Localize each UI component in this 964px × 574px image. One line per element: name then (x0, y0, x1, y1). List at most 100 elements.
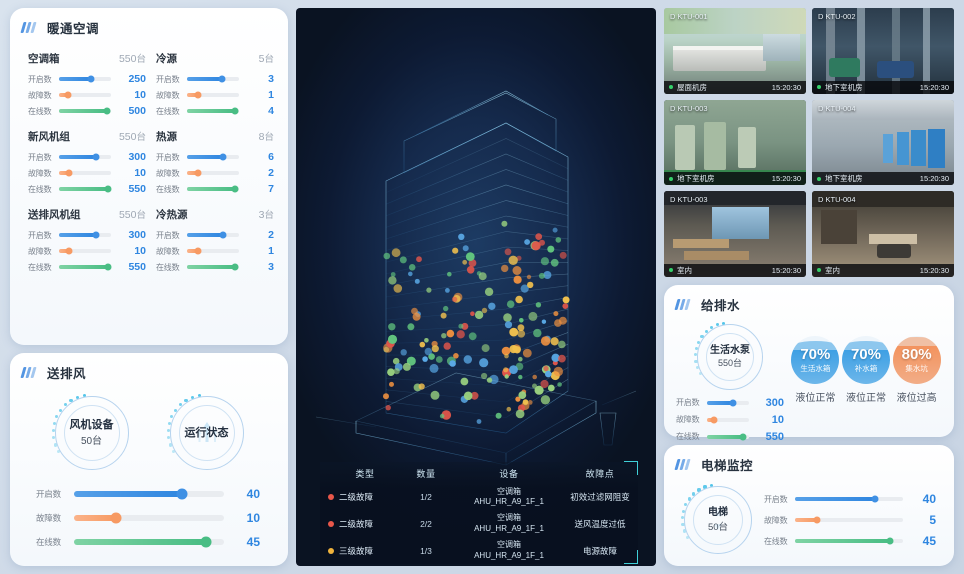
slider-knob[interactable] (66, 248, 73, 255)
slider-track[interactable] (74, 491, 224, 497)
slider-knob[interactable] (177, 489, 188, 500)
slider-knob[interactable] (105, 186, 112, 193)
camera-tile[interactable]: D KTU-003 室内 15:20:30 (664, 191, 806, 277)
slider-knob[interactable] (710, 416, 717, 423)
slider-knob[interactable] (104, 108, 111, 115)
slider-knob[interactable] (220, 154, 227, 161)
alarm-row[interactable]: 二级故障 2/2 空调箱 AHU_HR_A9_1F_1 送风温度过低 (320, 510, 638, 537)
water-tank-gauge[interactable]: 70% 补水箱 液位正常 (842, 336, 890, 404)
slider-knob[interactable] (111, 513, 122, 524)
slider-label: 开启数 (676, 397, 702, 408)
slider-track[interactable] (59, 155, 111, 159)
slider-track[interactable] (59, 171, 111, 175)
camera-tile[interactable]: D KTU-001 屋面机房 15:20:30 (664, 8, 806, 94)
camera-tile[interactable]: D KTU-004 地下室机房 15:20:30 (812, 100, 954, 186)
slider-track[interactable] (59, 77, 111, 81)
slider-track[interactable] (74, 515, 224, 521)
slider-track[interactable] (187, 109, 239, 113)
water-slider[interactable]: 故障数 10 (676, 411, 784, 428)
hvac-online-slider[interactable]: 在线数 7 (156, 181, 274, 197)
slider-knob[interactable] (195, 248, 202, 255)
hvac-on-slider[interactable]: 开启数 2 (156, 227, 274, 243)
water-tank-gauge[interactable]: 80% 集水坑 液位过高 (893, 336, 941, 404)
slider-track[interactable] (795, 497, 903, 501)
ventilation-slider[interactable]: 开启数 40 (36, 482, 260, 506)
slider-knob[interactable] (871, 496, 878, 503)
alarm-row[interactable]: 二级故障 1/2 空调箱 AHU_HR_A9_1F_1 初效过滤网阻变 (320, 484, 638, 511)
slider-knob[interactable] (232, 264, 239, 271)
hvac-online-slider[interactable]: 在线数 550 (28, 181, 146, 197)
slider-knob[interactable] (66, 170, 73, 177)
slider-track[interactable] (59, 265, 111, 269)
slider-track[interactable] (187, 265, 239, 269)
hvac-on-slider[interactable]: 开启数 300 (28, 149, 146, 165)
tank-readout: 80% 集水坑 (893, 336, 941, 384)
slider-knob[interactable] (232, 186, 239, 193)
slider-track[interactable] (707, 418, 749, 422)
hvac-fault-slider[interactable]: 故障数 2 (156, 165, 274, 181)
slider-track[interactable] (707, 401, 749, 405)
slider-track[interactable] (74, 539, 224, 545)
slider-track[interactable] (795, 539, 903, 543)
slider-value: 40 (908, 492, 936, 506)
slider-knob[interactable] (195, 92, 202, 99)
slider-track[interactable] (59, 249, 111, 253)
slider-track[interactable] (795, 518, 903, 522)
water-panel-body: 生活水泵 550台 开启数 300 故障数 10 在线数 550 (676, 322, 942, 445)
slider-knob[interactable] (201, 537, 212, 548)
water-slider[interactable]: 在线数 550 (676, 428, 784, 445)
water-tank-gauge[interactable]: 70% 生活水箱 液位正常 (791, 336, 839, 404)
camera-tile[interactable]: D KTU-004 室内 15:20:30 (812, 191, 954, 277)
slider-track[interactable] (187, 249, 239, 253)
hvac-online-slider[interactable]: 在线数 500 (28, 103, 146, 119)
elevator-slider[interactable]: 开启数 40 (764, 489, 936, 510)
slider-track[interactable] (187, 77, 239, 81)
slider-track[interactable] (187, 187, 239, 191)
hvac-online-slider[interactable]: 在线数 4 (156, 103, 274, 119)
slider-knob[interactable] (220, 232, 227, 239)
slider-track[interactable] (59, 109, 111, 113)
slider-knob[interactable] (231, 108, 238, 115)
slider-knob[interactable] (105, 264, 112, 271)
hvac-on-slider[interactable]: 开启数 3 (156, 71, 274, 87)
slider-track[interactable] (187, 171, 239, 175)
hvac-on-slider[interactable]: 开启数 6 (156, 149, 274, 165)
elevator-slider[interactable]: 在线数 45 (764, 531, 936, 552)
slider-knob[interactable] (739, 433, 746, 440)
slider-track[interactable] (187, 233, 239, 237)
hvac-fault-slider[interactable]: 故障数 1 (156, 243, 274, 259)
alarm-row[interactable]: 三级故障 1/3 空调箱 AHU_HR_A9_1F_1 电源故障 (320, 537, 638, 564)
hvac-fault-slider[interactable]: 故障数 1 (156, 87, 274, 103)
slider-knob[interactable] (730, 399, 737, 406)
hvac-on-slider[interactable]: 开启数 250 (28, 71, 146, 87)
slider-knob[interactable] (887, 538, 894, 545)
slider-track[interactable] (59, 233, 111, 237)
building-3d-view[interactable]: 类型 数量 设备 故障点 二级故障 1/2 空调箱 AHU_HR_A9_1F_1 初效过… (296, 8, 656, 566)
slider-track[interactable] (187, 155, 239, 159)
slider-knob[interactable] (93, 232, 100, 239)
camera-timestamp: 15:20:30 (772, 266, 801, 275)
ventilation-slider[interactable]: 在线数 45 (36, 530, 260, 554)
slider-knob[interactable] (813, 517, 820, 524)
slider-knob[interactable] (219, 76, 226, 83)
slider-track[interactable] (59, 187, 111, 191)
slider-knob[interactable] (88, 76, 95, 83)
slider-knob[interactable] (65, 92, 72, 99)
ventilation-slider[interactable]: 故障数 10 (36, 506, 260, 530)
elevator-slider[interactable]: 故障数 5 (764, 510, 936, 531)
water-slider[interactable]: 开启数 300 (676, 394, 784, 411)
hvac-fault-slider[interactable]: 故障数 10 (28, 243, 146, 259)
slider-track[interactable] (59, 93, 111, 97)
slider-track[interactable] (187, 93, 239, 97)
slider-knob[interactable] (195, 170, 202, 177)
hvac-online-slider[interactable]: 在线数 550 (28, 259, 146, 275)
hvac-unit-name: 冷热源 (156, 207, 188, 222)
hvac-fault-slider[interactable]: 故障数 10 (28, 165, 146, 181)
slider-knob[interactable] (93, 154, 100, 161)
camera-tile[interactable]: D KTU-003 地下室机房 15:20:30 (664, 100, 806, 186)
camera-tile[interactable]: D KTU-002 地下室机房 15:20:30 (812, 8, 954, 94)
hvac-on-slider[interactable]: 开启数 300 (28, 227, 146, 243)
slider-track[interactable] (707, 435, 749, 439)
hvac-online-slider[interactable]: 在线数 3 (156, 259, 274, 275)
hvac-fault-slider[interactable]: 故障数 10 (28, 87, 146, 103)
